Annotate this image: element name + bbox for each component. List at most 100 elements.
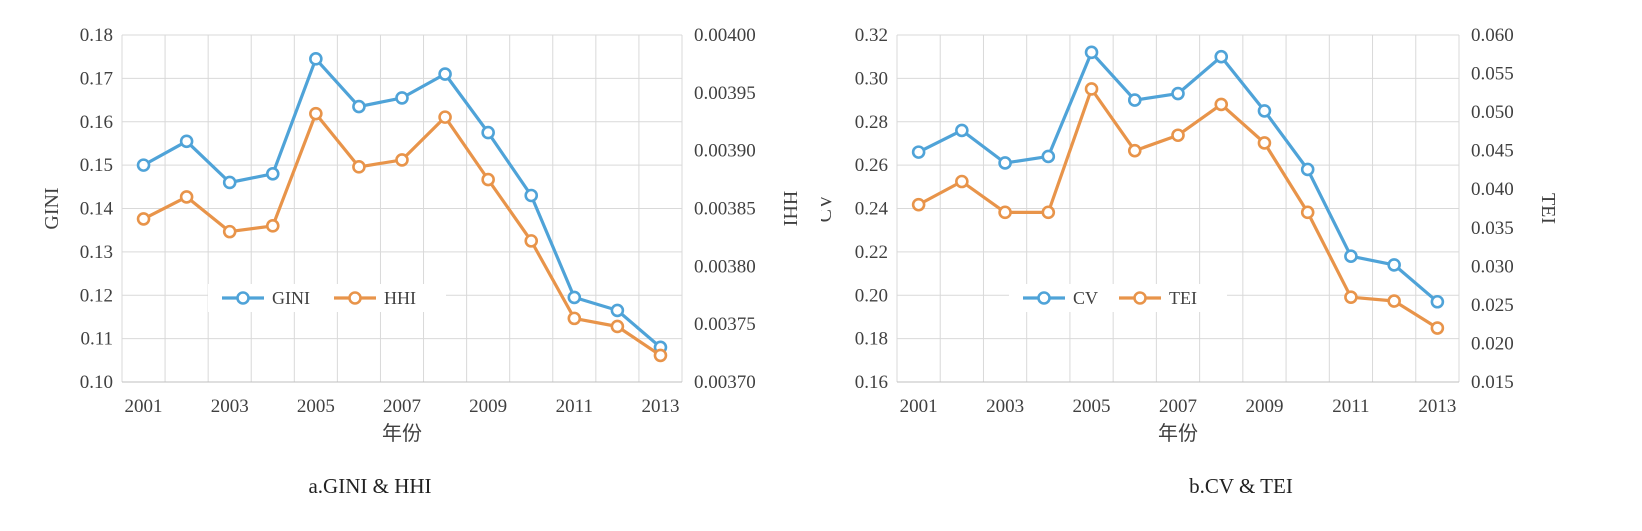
y-right-axis-title: HHI (779, 191, 801, 227)
y-right-tick-label: 0.050 (1471, 102, 1514, 123)
data-point-gini (438, 67, 452, 81)
y-right-tick-label: 0.030 (1471, 256, 1514, 277)
data-point-hhi (438, 110, 452, 124)
y-right-tick-label: 0.020 (1471, 333, 1514, 354)
data-point-gini (222, 175, 237, 190)
x-tick-label: 2007 (383, 396, 421, 417)
data-point-hhi (567, 311, 582, 326)
data-point-gini (136, 158, 151, 172)
figure-panel-b: 0.16 0.18 0.20 0.22 0.24 0.26 0.28 0.30 0.32 0.01… (814, 0, 1642, 531)
data-point-cv (1041, 149, 1056, 164)
data-point-cv (1257, 104, 1272, 118)
data-point-tei (1214, 97, 1229, 112)
legend-label-gini: GINI (272, 288, 310, 308)
data-point-gini (567, 290, 582, 305)
x-tick-label: 2003 (211, 396, 249, 417)
data-point-hhi (653, 348, 668, 363)
y-right-tick-label: 0.015 (1471, 372, 1514, 393)
y-left-tick-label: 0.30 (855, 68, 888, 89)
data-point-tei (1300, 205, 1315, 220)
y-left-tick-label: 0.26 (855, 155, 888, 176)
caption-panel-a: a.GINI & HHI (308, 474, 432, 498)
data-point-cv (1344, 249, 1358, 264)
legend-marker-hhi (348, 291, 362, 305)
data-point-tei (1257, 136, 1272, 150)
y-left-tick-label: 0.11 (80, 329, 113, 350)
x-tick-label: 2001 (900, 396, 938, 417)
y-right-tick-label: 0.025 (1471, 295, 1514, 316)
data-point-gini (352, 99, 366, 114)
x-tick-label: 2005 (297, 396, 335, 417)
data-point-hhi (309, 106, 323, 121)
legend-marker-cv (1037, 291, 1051, 305)
legend-marker-gini (236, 291, 250, 305)
y-right-tick-label: 0.00380 (694, 256, 756, 277)
data-point-cv (1171, 86, 1185, 101)
data-point-tei (998, 205, 1012, 220)
data-point-cv (998, 156, 1012, 170)
y-left-tick-label: 0.32 (855, 25, 888, 46)
data-point-hhi (179, 190, 194, 204)
data-point-cv (911, 145, 926, 159)
figure-panel-a: 0.10 0.11 0.12 0.13 0.14 0.15 0.16 0.17 0.18 0.00… (41, 25, 801, 445)
data-point-tei (1430, 321, 1445, 335)
y-left-tick-label: 0.12 (80, 285, 113, 306)
data-point-cv (1214, 49, 1229, 64)
series-line-hhi (142, 112, 662, 357)
chart-cv-tei: 0.16 0.18 0.20 0.22 0.24 0.26 0.28 0.30 0.32 0.01… (814, 25, 1559, 445)
data-point-hhi (265, 219, 280, 233)
data-point-tei (1387, 294, 1401, 308)
y-left-axis-title: GINI (41, 187, 63, 229)
x-tick-label: 2009 (1245, 396, 1283, 417)
data-point-gini (481, 125, 495, 140)
data-point-tei (1084, 82, 1099, 96)
data-point-hhi (524, 234, 539, 248)
y-right-tick-label: 0.040 (1471, 179, 1514, 200)
y-left-axis-title: CV (821, 194, 836, 222)
x-tick-label: 2005 (1073, 396, 1111, 417)
data-point-cv (955, 123, 969, 138)
y-left-tick-label: 0.13 (80, 242, 113, 263)
y-right-tick-label: 0.055 (1471, 64, 1514, 85)
data-point-cv (1430, 294, 1445, 309)
data-point-hhi (136, 212, 151, 226)
data-point-gini (395, 91, 409, 105)
data-point-hhi (395, 153, 409, 167)
y-right-axis-title: TEI (1537, 193, 1559, 224)
y-right-tick-label: 0.00400 (694, 25, 756, 46)
y-left-tick-label: 0.16 (80, 112, 113, 133)
x-axis-title: 年份 (1158, 422, 1198, 445)
y-left-tick-label: 0.18 (80, 25, 113, 46)
y-left-tick-label: 0.14 (80, 199, 114, 220)
data-point-cv (1300, 162, 1315, 177)
y-left-tick-label: 0.24 (855, 199, 889, 220)
data-point-hhi (481, 172, 495, 187)
data-point-gini (610, 303, 625, 318)
x-tick-label: 2011 (1332, 396, 1369, 417)
y-right-tick-label: 0.060 (1471, 25, 1514, 46)
x-tick-label: 2001 (125, 396, 163, 417)
y-right-tick-label: 0.00385 (694, 199, 756, 220)
y-right-tick-label: 0.00375 (694, 314, 756, 335)
data-point-tei (1344, 290, 1358, 304)
x-tick-label: 2009 (469, 396, 507, 417)
data-point-gini (524, 188, 539, 203)
y-left-tick-label: 0.28 (855, 112, 888, 133)
data-point-tei (955, 174, 969, 189)
data-point-gini (309, 52, 323, 66)
y-right-tick-label: 0.00370 (694, 372, 756, 393)
data-point-cv (1084, 45, 1099, 60)
data-point-tei (911, 197, 926, 212)
y-left-tick-label: 0.10 (80, 372, 113, 393)
y-left-tick-label: 0.18 (855, 329, 888, 350)
y-left-tick-label: 0.15 (80, 155, 113, 176)
y-right-tick-label: 0.035 (1471, 218, 1514, 239)
data-point-gini (265, 167, 280, 181)
data-point-hhi (352, 160, 366, 174)
data-point-tei (1171, 128, 1185, 143)
legend-label-tei: TEI (1169, 288, 1197, 308)
chart-gini-hhi: 0.10 0.11 0.12 0.13 0.14 0.15 0.16 0.17 0.18 0.00… (41, 25, 801, 445)
caption-panel-b: b.CV & TEI (1189, 474, 1293, 498)
legend-label-hhi: HHI (384, 288, 416, 308)
data-point-gini (179, 134, 194, 149)
